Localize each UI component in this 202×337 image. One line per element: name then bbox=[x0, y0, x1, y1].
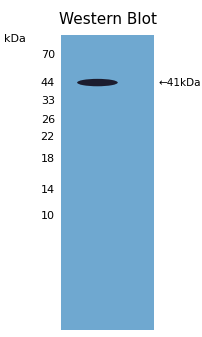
Text: Western Blot: Western Blot bbox=[58, 12, 156, 27]
Text: 70: 70 bbox=[40, 50, 55, 60]
Text: kDa: kDa bbox=[4, 34, 26, 44]
Ellipse shape bbox=[77, 79, 117, 86]
Text: 44: 44 bbox=[40, 78, 55, 88]
Text: ←41kDa: ←41kDa bbox=[158, 78, 200, 88]
Bar bbox=[61, 35, 154, 330]
Text: 10: 10 bbox=[41, 211, 55, 221]
Text: 26: 26 bbox=[40, 115, 55, 125]
Text: 33: 33 bbox=[41, 96, 55, 106]
Text: 22: 22 bbox=[40, 132, 55, 143]
Text: 14: 14 bbox=[40, 185, 55, 195]
Text: 18: 18 bbox=[40, 154, 55, 164]
